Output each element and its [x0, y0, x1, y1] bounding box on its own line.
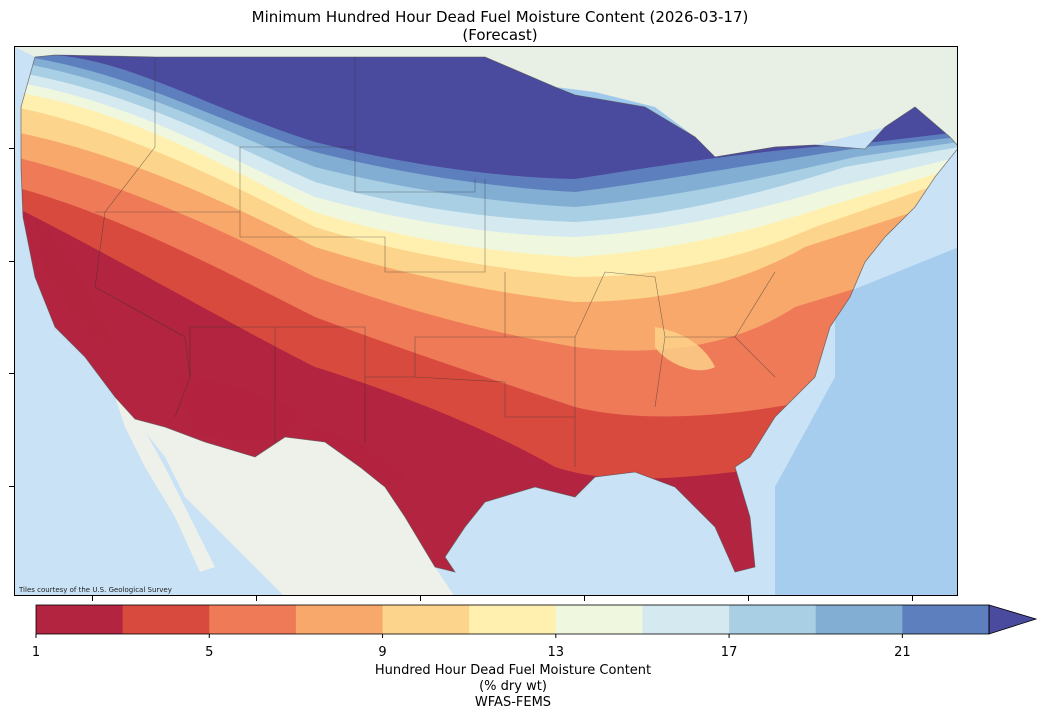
colorbar-segment [815, 605, 903, 634]
colorbar-tick-label: 1 [31, 645, 41, 660]
colorbar-segment [555, 605, 643, 634]
colorbar-segments [36, 605, 990, 634]
coastlines [20, 54, 957, 573]
mexico-baja [115, 397, 215, 572]
colorbar-tick-label: 21 [894, 645, 911, 660]
x-axis-tick [420, 596, 421, 601]
colorbar-segment [729, 605, 817, 634]
map-title-line2: (Forecast) [462, 26, 538, 44]
colorbar [35, 604, 1038, 638]
y-axis-tick [9, 373, 14, 374]
colorbar-segment [382, 605, 470, 634]
colorbar-segment [902, 605, 990, 634]
x-axis-tick [748, 596, 749, 601]
colorbar-extend-arrow [988, 604, 1038, 635]
colorbar-segment [469, 605, 557, 634]
x-axis-tick [912, 596, 913, 601]
fuel-moisture-map [15, 47, 957, 595]
y-axis-tick [9, 486, 14, 487]
colorbar-segment [209, 605, 297, 634]
colorbar-tick-label: 5 [205, 645, 214, 660]
map-title-line1: Minimum Hundred Hour Dead Fuel Moisture … [251, 8, 749, 26]
colorbar-label-line1: Hundred Hour Dead Fuel Moisture Content [374, 663, 652, 678]
y-axis-tick [9, 148, 14, 149]
colorbar-label-line3: WFAS-FEMS [474, 695, 552, 710]
x-axis-tick [256, 596, 257, 601]
tile-attribution: Tiles courtesy of the U.S. Geological Su… [19, 586, 172, 594]
colorbar-ticks [35, 634, 903, 638]
colorbar-tick-label: 13 [547, 645, 565, 660]
x-axis-tick [584, 596, 585, 601]
y-axis-tick [9, 261, 14, 262]
canada-land [15, 47, 957, 157]
colorbar-label-line2: (% dry wt) [479, 679, 547, 694]
colorbar-tick-label: 17 [720, 645, 738, 660]
colorbar-outline [35, 604, 990, 635]
colorbar-segment [642, 605, 730, 634]
atlantic-deep-water [775, 247, 957, 595]
colorbar-segment [36, 605, 124, 634]
map-panel[interactable]: Tiles courtesy of the U.S. Geological Su… [14, 46, 958, 596]
mexico-land [135, 419, 454, 595]
x-axis-tick [92, 596, 93, 601]
state-boundaries [94, 57, 776, 467]
colorbar-tick-label: 9 [378, 645, 387, 660]
colorbar-segment [122, 605, 210, 634]
colorbar-segment [295, 605, 384, 634]
